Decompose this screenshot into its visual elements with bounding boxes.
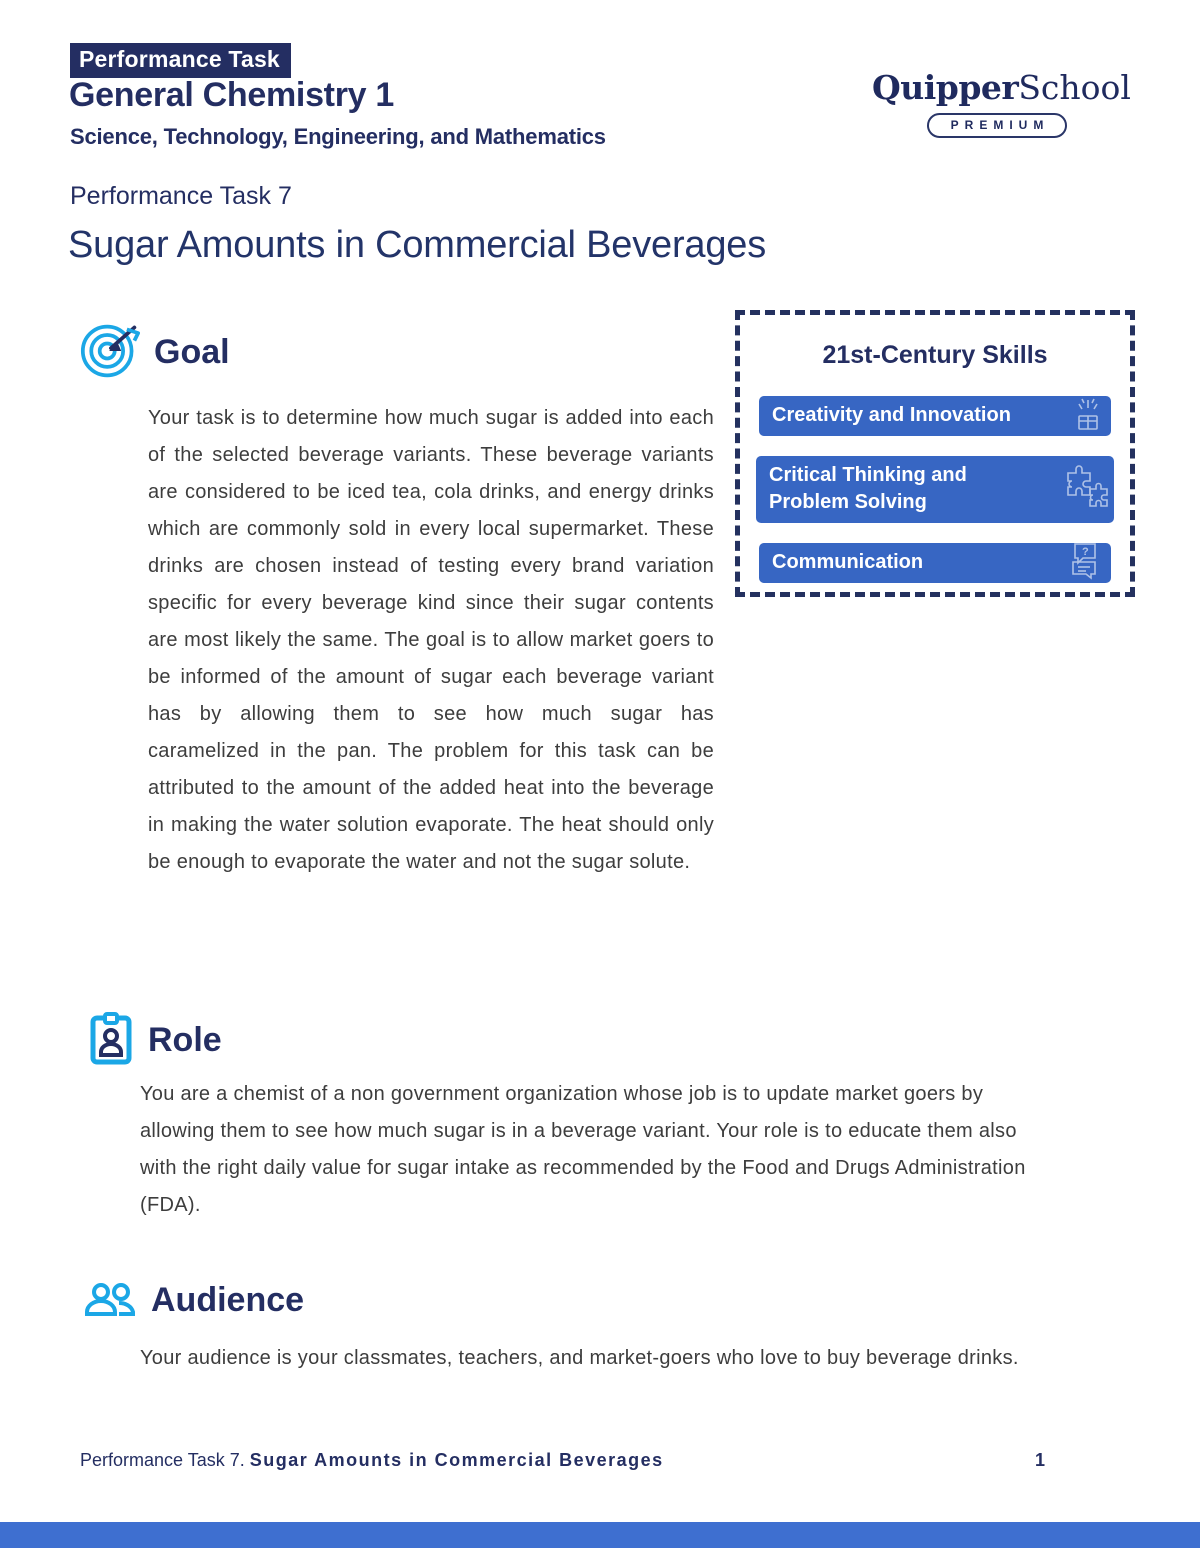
logo-brand-bold: Quipper <box>872 68 1019 107</box>
people-icon <box>83 1278 137 1323</box>
target-icon <box>80 320 140 385</box>
quipper-school-logo: QuipperSchool PREMIUM <box>872 68 1131 139</box>
footer-prefix: Performance Task 7. <box>80 1450 250 1470</box>
skill-creativity-innovation: Creativity and Innovation <box>759 396 1111 436</box>
puzzle-icon <box>1064 463 1108 517</box>
audience-section-heading: Audience <box>83 1278 304 1323</box>
page-title: Sugar Amounts in Commercial Beverages <box>68 224 767 266</box>
performance-task-badge: Performance Task <box>70 43 291 78</box>
skills-box: 21st-Century Skills Creativity and Innov… <box>735 310 1135 597</box>
goal-paragraph: Your task is to determine how much sugar… <box>148 407 714 873</box>
logo-wordmark: QuipperSchool <box>872 68 1131 107</box>
skill-critical-thinking: Critical Thinking and Problem Solving <box>756 456 1114 523</box>
footer: Performance Task 7. Sugar Amounts in Com… <box>80 1450 1045 1471</box>
role-section-heading: Role <box>88 1010 222 1071</box>
footer-text: Performance Task 7. Sugar Amounts in Com… <box>80 1450 664 1471</box>
bottom-bar <box>0 1522 1200 1548</box>
svg-text:?: ? <box>1082 546 1089 558</box>
skills-title: 21st-Century Skills <box>822 341 1048 369</box>
strand-subtitle: Science, Technology, Engineering, and Ma… <box>70 124 606 149</box>
skill-communication: Communication ? <box>759 543 1111 583</box>
footer-doc-title: Sugar Amounts in Commercial Beverages <box>249 1450 664 1470</box>
role-heading: Role <box>148 1021 222 1059</box>
page-number: 1 <box>1034 1450 1045 1470</box>
skill-label: Creativity and Innovation <box>772 404 1011 426</box>
goal-heading: Goal <box>154 333 230 371</box>
skill-label: Critical Thinking and Problem Solving <box>769 464 967 513</box>
role-paragraph: You are a chemist of a non government or… <box>140 1083 1026 1216</box>
goal-section-heading: Goal <box>80 320 230 385</box>
skill-label: Communication <box>772 551 924 573</box>
id-badge-icon <box>88 1010 134 1071</box>
logo-brand-regular: School <box>1018 68 1131 107</box>
task-number: Performance Task 7 <box>70 182 292 210</box>
innovation-icon <box>1071 394 1105 438</box>
speech-bubbles-icon: ? <box>1065 540 1105 586</box>
audience-heading: Audience <box>151 1281 305 1319</box>
premium-badge: PREMIUM <box>926 113 1068 139</box>
course-title: General Chemistry 1 <box>69 76 395 114</box>
audience-paragraph: Your audience is your classmates, teache… <box>140 1347 1019 1369</box>
